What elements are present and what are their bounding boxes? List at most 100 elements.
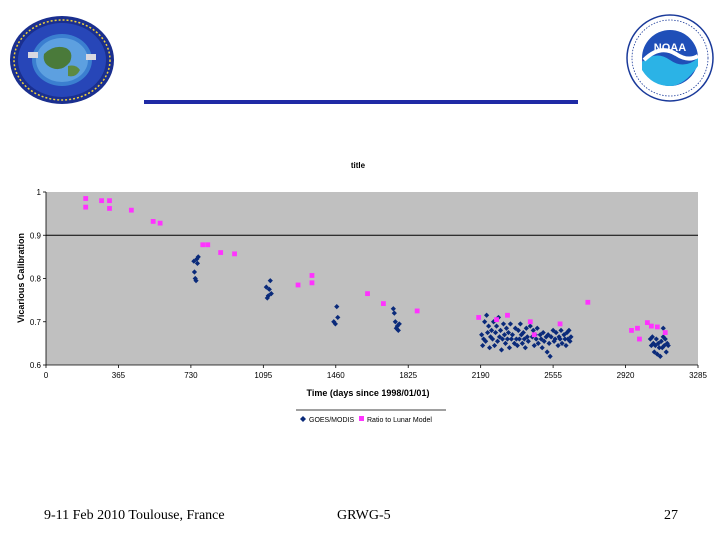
point-goes-modis [654,351,660,357]
point-ratio-lunar [205,242,211,248]
x-axis-label: Time (days since 1998/01/01) [307,388,430,398]
point-goes-modis [511,340,518,346]
point-goes-modis [534,325,540,331]
y-tick-label: 0.9 [30,231,42,240]
point-goes-modis [485,329,491,336]
point-goes-modis [504,336,511,342]
chart: title 0.6 0.7 0.8 0.9 1 0 365 730 1095 1460 1825 2… [16,161,707,424]
point-goes-modis [490,319,497,325]
point-goes-modis [486,345,493,351]
x-tick-label: 365 [112,371,126,380]
point-goes-modis [334,304,340,310]
y-tick-label: 1 [37,188,42,197]
noaa-logo-icon: NOAA [626,14,714,102]
y-tick-label: 0.7 [30,318,42,327]
point-ratio-lunar [200,242,206,248]
point-goes-modis [508,336,515,342]
point-goes-modis [492,329,499,336]
point-goes-modis [533,336,539,342]
noaa-logo-text: NOAA [654,42,686,54]
point-goes-modis [520,329,526,336]
plot-area [46,192,698,365]
point-ratio-lunar [150,219,156,224]
point-goes-modis [523,325,529,331]
point-goes-modis [535,340,541,346]
legend-label-goes: GOES/MODIS [309,417,354,424]
point-goes-modis [481,336,487,342]
point-ratio-lunar [585,299,591,305]
title-rule [144,100,578,104]
point-goes-modis [394,323,400,329]
legend-label-ratio: Ratio to Lunar Model [367,417,432,424]
x-axis: 0 365 730 1095 1460 1825 2190 2555 2920 3285 [44,364,707,380]
point-ratio-lunar [157,220,163,226]
point-goes-modis [539,345,545,351]
point-goes-modis [489,336,496,342]
point-ratio-lunar [505,312,510,318]
point-goes-modis [496,334,503,340]
point-goes-modis [392,319,398,325]
point-goes-modis [521,336,527,342]
point-ratio-lunar [648,323,654,329]
point-ratio-lunar [83,196,89,201]
point-goes-modis [524,334,530,340]
point-ratio-lunar [83,204,89,210]
point-goes-modis [565,336,571,342]
legend-marker-goes [300,416,306,422]
point-goes-modis [506,345,513,351]
point-ratio-lunar [629,328,634,333]
x-tick-label: 2190 [472,371,490,380]
point-goes-modis [660,325,666,331]
point-ratio-lunar [557,321,563,327]
point-goes-modis [649,334,655,340]
point-goes-modis [546,340,552,346]
point-ratio-lunar [99,198,104,204]
point-goes-modis [331,319,337,325]
point-ratio-lunar [635,325,640,331]
point-goes-modis [484,312,490,318]
point-goes-modis [512,325,519,331]
point-goes-modis [482,319,488,325]
x-tick-label: 1095 [254,371,272,380]
point-ratio-lunar [644,320,650,326]
legend-marker-ratio [359,416,364,421]
footer-date-location: 9-11 Feb 2010 Toulouse, France [44,508,225,523]
point-goes-modis [516,336,522,342]
point-goes-modis [659,345,665,351]
point-goes-modis [499,336,506,342]
y-tick-label: 0.6 [30,361,42,370]
chart-title: title [351,161,366,170]
x-tick-label: 1825 [399,371,417,380]
y-axis-label: Vicarious Calibration [16,233,26,323]
point-goes-modis [332,321,338,327]
point-ratio-lunar [531,332,537,338]
point-goes-modis [543,334,549,340]
point-goes-modis [505,329,512,336]
point-ratio-lunar [128,207,134,213]
point-goes-modis [553,329,559,336]
x-tick-label: 2555 [544,371,562,380]
point-goes-modis [556,334,562,340]
point-goes-modis [264,295,270,301]
point-ratio-lunar [637,336,642,342]
x-tick-label: 2920 [617,371,635,380]
point-ratio-lunar [218,250,224,255]
point-ratio-lunar [232,251,237,257]
point-goes-modis [493,323,500,329]
point-goes-modis [562,336,568,342]
point-ratio-lunar [365,291,370,297]
point-goes-modis [195,254,201,260]
point-goes-modis [538,336,544,342]
point-goes-modis [552,336,558,342]
series-goes-modis [191,254,671,359]
x-tick-label: 1460 [327,371,345,380]
x-tick-label: 0 [44,371,49,380]
y-axis: 0.6 0.7 0.8 0.9 1 [30,188,47,370]
point-goes-modis [391,310,397,316]
point-goes-modis [662,336,668,342]
point-ratio-lunar [309,273,315,278]
point-goes-modis [267,278,273,284]
point-goes-modis [519,340,525,346]
y-tick-label: 0.8 [30,275,42,284]
point-goes-modis [540,329,546,336]
